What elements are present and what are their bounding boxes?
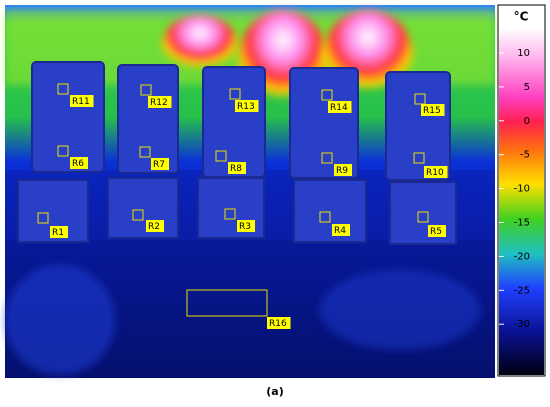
tick-label: -20 — [514, 251, 530, 262]
region-label-bg — [328, 101, 352, 113]
region-box — [57, 145, 69, 157]
region-label: R11 — [72, 97, 90, 107]
region-label: R12 — [150, 98, 168, 108]
region-box — [414, 93, 426, 105]
region-label-bg — [228, 162, 246, 174]
tick-label: -10 — [514, 184, 530, 195]
region-box — [413, 152, 425, 164]
region-label-bg — [332, 224, 350, 236]
colorbar — [499, 28, 544, 375]
region-label-bg — [267, 317, 291, 329]
region-label: R15 — [423, 106, 441, 116]
region-label: R10 — [426, 168, 444, 178]
region-label-bg — [424, 166, 448, 178]
region-label-bg — [70, 95, 94, 107]
region-label: R14 — [330, 103, 348, 113]
colorbar-ticks: 10 5 0 -5 -10 -15 -20 -25 -30 — [499, 48, 530, 330]
region-label-bg — [237, 220, 255, 232]
tick-label: -25 — [514, 285, 530, 296]
region-box — [57, 83, 69, 95]
caption: (a) — [266, 385, 283, 398]
region-box — [417, 211, 429, 223]
region-label: R6 — [72, 159, 84, 169]
tick-label: -15 — [514, 218, 530, 229]
region-label: R9 — [336, 166, 348, 176]
thermal-image — [5, 5, 495, 378]
region-box — [321, 152, 333, 164]
region-label: R4 — [334, 226, 346, 236]
region-label-bg — [151, 158, 169, 170]
region-box — [229, 88, 241, 100]
region-label: R5 — [430, 227, 442, 237]
region-box — [224, 208, 236, 220]
region-box — [186, 289, 268, 317]
region-label-bg — [334, 164, 352, 176]
region-label: R1 — [52, 228, 64, 238]
regions: R11 R12 R13 R14 R15 R6 R7 R8 R9 R10 R1 R2 R3 R4 R5 R16 — [37, 83, 448, 329]
tick-label: 5 — [524, 82, 530, 93]
region-label-bg — [146, 220, 164, 232]
region-label: R16 — [269, 319, 287, 329]
region-label: R3 — [239, 222, 251, 232]
region-label-bg — [50, 226, 68, 238]
region-label-bg — [428, 225, 446, 237]
region-box — [132, 209, 144, 221]
colorbar-unit: °C — [514, 10, 529, 24]
region-box — [215, 150, 227, 162]
region-label-bg — [235, 100, 259, 112]
region-box — [140, 84, 152, 96]
region-label-bg — [70, 157, 88, 169]
region-label: R7 — [153, 160, 165, 170]
region-label: R13 — [237, 102, 255, 112]
tick-label: 0 — [524, 116, 530, 127]
region-label-bg — [148, 96, 172, 108]
tick-label: 10 — [517, 48, 530, 59]
region-box — [139, 146, 151, 158]
region-label: R8 — [230, 164, 242, 174]
tick-label: -5 — [520, 150, 530, 161]
region-box — [319, 211, 331, 223]
region-box — [321, 89, 333, 101]
tick-label: -30 — [514, 319, 530, 330]
region-label-bg — [421, 104, 445, 116]
region-label: R2 — [148, 222, 160, 232]
region-box — [37, 212, 49, 224]
